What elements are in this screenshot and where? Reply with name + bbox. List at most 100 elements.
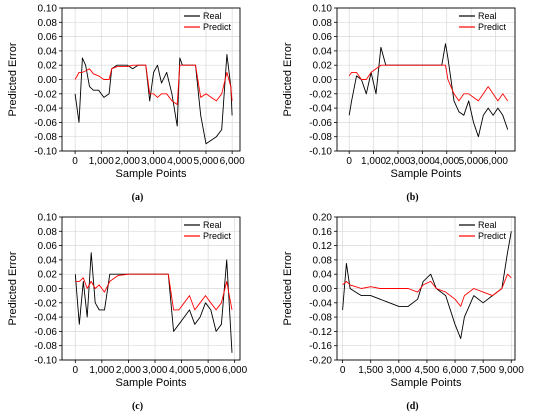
y-tick-label-6: 0.02 xyxy=(313,61,333,72)
x-tick-label-4: 4,000 xyxy=(167,156,192,167)
line-chart-a: -0.10 -0.08 -0.06 -0.04 -0.02 0.00 0.02 0.04 0.0… xyxy=(7,4,245,181)
y-tick-label-8: 0.06 xyxy=(313,32,333,43)
y-tick-label-7: 0.04 xyxy=(38,255,58,266)
y-tick-label-1: -0.08 xyxy=(34,341,57,352)
y-tick-label-7: 0.04 xyxy=(38,46,58,57)
y-tick-label-0: -0.20 xyxy=(309,356,332,367)
y-tick-label-3: -0.04 xyxy=(309,104,332,115)
x-tick-label-3: 3,000 xyxy=(410,156,435,167)
y-tick-label-10: 0.10 xyxy=(313,4,333,15)
x-tick-label-3: 4,500 xyxy=(414,365,439,376)
x-tick-label-1: 1,000 xyxy=(89,156,114,167)
line-chart-d: -0.20 -0.16 -0.12 -0.08 -0.04 0.00 0.04 0.08 0.1… xyxy=(282,213,524,390)
legend-label-predict-c: Predict xyxy=(203,231,232,241)
x-axis-title-c: Sample Points xyxy=(116,377,187,389)
y-tick-label-4: -0.02 xyxy=(309,89,332,100)
y-tick-label-10: 0.10 xyxy=(38,4,58,15)
y-axis-title-c: Predicted Error xyxy=(7,251,19,325)
x-tick-label-3: 3,000 xyxy=(142,365,167,376)
y-tick-label-1: -0.08 xyxy=(34,132,57,143)
y-tick-label-7: 0.08 xyxy=(313,255,333,266)
x-tick-label-6: 6,000 xyxy=(220,156,245,167)
y-tick-label-3: -0.04 xyxy=(34,104,57,115)
x-tick-label-5: 5,000 xyxy=(193,156,218,167)
x-tick-label-5: 5,000 xyxy=(459,156,484,167)
chart-panel-a: -0.10 -0.08 -0.06 -0.04 -0.02 0.00 0.02 0.04 0.0… xyxy=(0,0,275,209)
x-tick-label-6: 6,000 xyxy=(483,156,508,167)
x-tick-label-4: 6,000 xyxy=(443,365,468,376)
y-tick-label-0: -0.10 xyxy=(309,147,332,158)
legend-label-real-d: Real xyxy=(478,220,497,230)
y-tick-label-4: -0.02 xyxy=(34,298,57,309)
y-tick-label-5: 0.00 xyxy=(313,75,333,86)
y-tick-label-5: 0.00 xyxy=(313,284,333,295)
y-tick-label-0: -0.10 xyxy=(34,356,57,367)
legend-label-predict-d: Predict xyxy=(478,231,507,241)
x-tick-label-2: 2,000 xyxy=(385,156,410,167)
y-tick-label-1: -0.16 xyxy=(309,341,332,352)
series-line-predict-a xyxy=(74,64,233,105)
x-tick-label-4: 4,000 xyxy=(169,365,194,376)
y-tick-label-6: 0.02 xyxy=(38,61,58,72)
y-tick-label-0: -0.10 xyxy=(34,147,57,158)
legend-label-real-a: Real xyxy=(203,11,222,21)
y-tick-label-3: -0.04 xyxy=(34,313,57,324)
y-tick-label-2: -0.06 xyxy=(309,118,332,129)
legend-label-real-c: Real xyxy=(203,220,222,230)
series-line-real-a xyxy=(74,54,233,145)
series-line-real-b xyxy=(348,43,509,138)
y-tick-label-8: 0.06 xyxy=(38,32,58,43)
series-line-predict-b xyxy=(348,64,509,102)
y-tick-label-7: 0.04 xyxy=(313,46,333,57)
x-tick-label-0: 0 xyxy=(73,365,79,376)
y-tick-label-8: 0.12 xyxy=(313,241,333,252)
x-tick-label-2: 2,000 xyxy=(116,365,141,376)
y-tick-label-6: 0.04 xyxy=(313,270,333,281)
y-tick-label-8: 0.06 xyxy=(38,241,58,252)
x-tick-label-1: 1,000 xyxy=(361,156,386,167)
x-axis-title-b: Sample Points xyxy=(391,168,462,180)
y-tick-label-9: 0.08 xyxy=(313,18,333,29)
x-tick-label-0: 0 xyxy=(340,365,346,376)
y-tick-label-2: -0.06 xyxy=(34,327,57,338)
y-axis-title-b: Predicted Error xyxy=(282,42,294,116)
x-tick-label-5: 7,500 xyxy=(471,365,496,376)
y-tick-label-4: -0.02 xyxy=(34,89,57,100)
y-tick-label-2: -0.06 xyxy=(34,118,57,129)
y-tick-label-1: -0.08 xyxy=(309,132,332,143)
x-tick-label-3: 3,000 xyxy=(141,156,166,167)
x-tick-label-2: 3,000 xyxy=(386,365,411,376)
x-axis-title-d: Sample Points xyxy=(391,377,462,389)
chart-panel-d: -0.20 -0.16 -0.12 -0.08 -0.04 0.00 0.04 0.08 0.1… xyxy=(275,209,550,418)
y-tick-label-9: 0.08 xyxy=(38,18,58,29)
line-chart-b: -0.10 -0.08 -0.06 -0.04 -0.02 0.00 0.02 0.04 0.0… xyxy=(282,4,516,180)
y-tick-label-9: 0.16 xyxy=(313,227,333,238)
y-tick-label-5: 0.00 xyxy=(38,284,58,295)
series-line-real-d xyxy=(342,231,512,340)
x-tick-label-6: 6,000 xyxy=(222,365,247,376)
y-tick-label-6: 0.02 xyxy=(38,270,58,281)
series-line-predict-d xyxy=(342,273,512,307)
chart-panel-b: -0.10 -0.08 -0.06 -0.04 -0.02 0.00 0.02 0.04 0.0… xyxy=(275,0,550,209)
panel-label-c: (c) xyxy=(131,401,144,412)
panel-label-b: (b) xyxy=(406,192,419,203)
y-tick-label-3: -0.08 xyxy=(309,313,332,324)
y-tick-label-4: -0.04 xyxy=(309,298,332,309)
chart-panel-c: -0.10 -0.08 -0.06 -0.04 -0.02 0.00 0.02 0.04 0.0… xyxy=(0,209,275,418)
series-line-predict-c xyxy=(75,273,233,311)
line-chart-c: -0.10 -0.08 -0.06 -0.04 -0.02 0.00 0.02 0.04 0.0… xyxy=(7,213,248,390)
y-tick-label-5: 0.00 xyxy=(38,75,58,86)
x-tick-label-5: 5,000 xyxy=(196,365,221,376)
x-tick-label-2: 2,000 xyxy=(115,156,140,167)
x-tick-label-1: 1,500 xyxy=(358,365,383,376)
y-tick-label-9: 0.08 xyxy=(38,227,58,238)
panel-label-d: (d) xyxy=(406,401,419,412)
legend-label-real-b: Real xyxy=(478,11,497,21)
x-axis-title-a: Sample Points xyxy=(116,168,187,180)
y-tick-label-2: -0.12 xyxy=(309,327,332,338)
panel-label-a: (a) xyxy=(131,192,144,203)
x-tick-label-1: 1,000 xyxy=(89,365,114,376)
y-tick-label-10: 0.10 xyxy=(38,213,58,224)
y-axis-title-a: Predicted Error xyxy=(7,42,19,116)
x-tick-label-0: 0 xyxy=(72,156,78,167)
